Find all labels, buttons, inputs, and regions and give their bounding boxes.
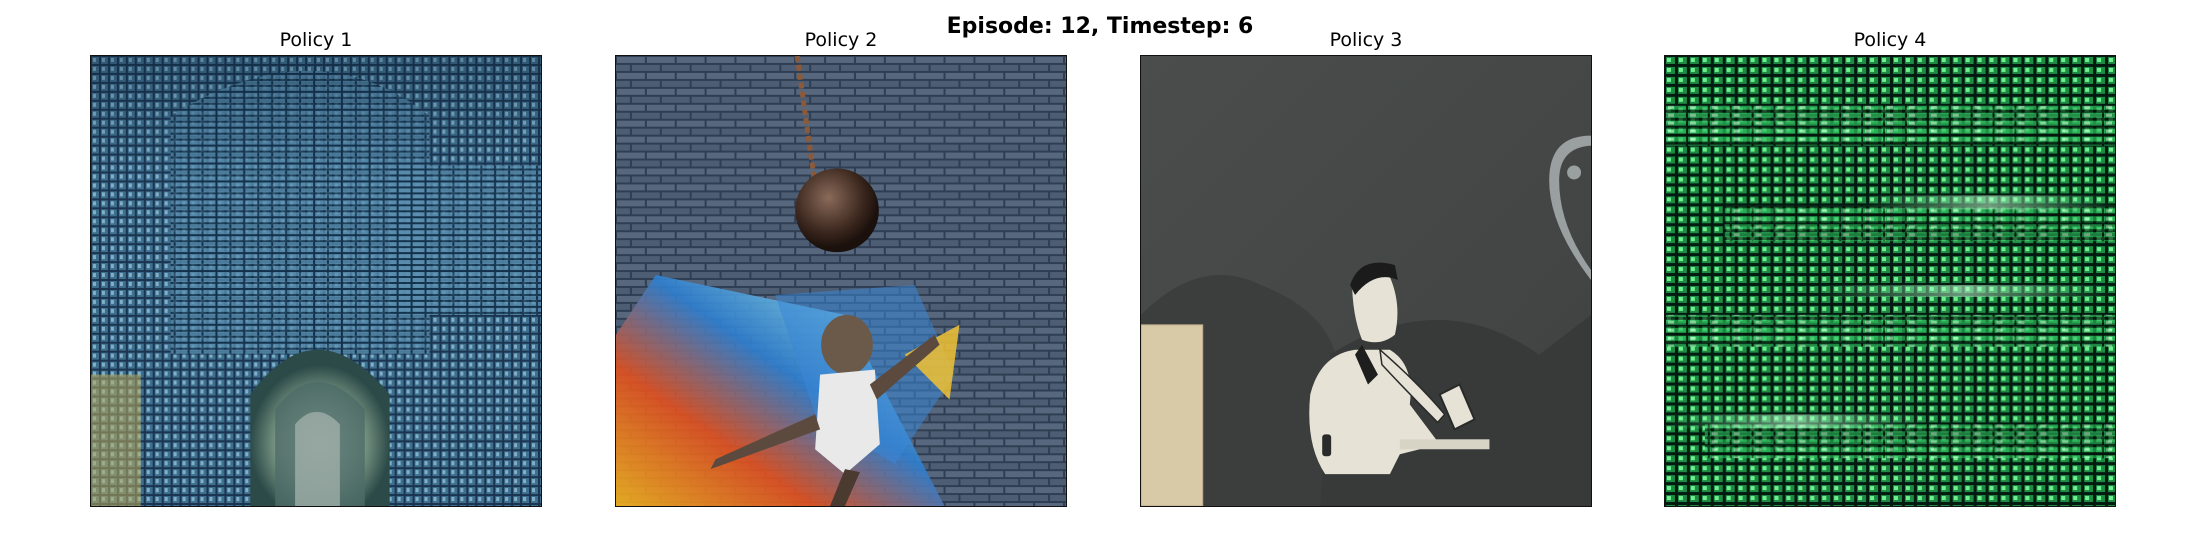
policy-4-image [1664, 55, 2116, 507]
panel-title-policy-1: Policy 1 [279, 29, 353, 51]
figure-title: Episode: 12, Timestep: 6 [946, 14, 1254, 39]
policy-1-image [90, 55, 542, 507]
policy-3-image [1140, 55, 1592, 507]
panel-title-policy-4: Policy 4 [1853, 29, 1927, 51]
panel-title-policy-2: Policy 2 [804, 29, 878, 51]
panel-title-policy-3: Policy 3 [1329, 29, 1403, 51]
policy-2-image [615, 55, 1067, 507]
